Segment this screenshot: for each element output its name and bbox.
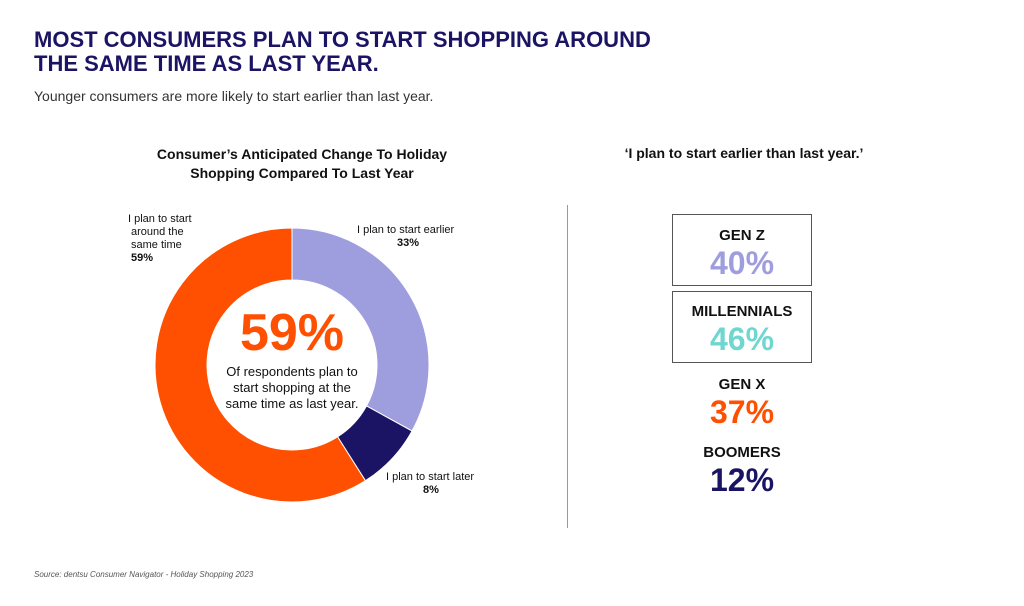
- chart-title-line-2: Shopping Compared To Last Year: [190, 165, 414, 181]
- slice-label-same-line-3: same time: [131, 239, 182, 251]
- generation-gen-x: GEN X 37%: [672, 376, 812, 430]
- slice-label-same: I plan to start around the same time 59%: [128, 213, 192, 265]
- generation-name: BOOMERS: [703, 444, 781, 461]
- generation-name: GEN Z: [719, 227, 765, 244]
- generation-value: 46%: [709, 321, 775, 357]
- donut-slice-0: [291, 227, 430, 432]
- subheadline: Younger consumers are more likely to sta…: [34, 88, 434, 104]
- generation-value: 12%: [709, 462, 775, 498]
- slice-label-earlier-value: 33%: [397, 237, 420, 249]
- generation-millennials: MILLENNIALS 46%: [672, 291, 812, 363]
- generation-boomers: BOOMERS 12%: [672, 444, 812, 498]
- slice-label-earlier-text: I plan to start earlier: [357, 224, 455, 236]
- headline: MOST CONSUMERS PLAN TO START SHOPPING AR…: [34, 28, 734, 76]
- slice-label-later-value: 8%: [423, 484, 439, 496]
- generation-name: GEN X: [718, 376, 766, 393]
- generation-value: 40%: [709, 245, 775, 281]
- donut-chart: [154, 227, 430, 503]
- generations-title: ‘I plan to start earlier than last year.…: [624, 145, 864, 161]
- slice-label-later: I plan to start later 8%: [386, 471, 474, 497]
- slice-label-same-line-2: around the: [131, 226, 184, 238]
- headline-line-2: THE SAME TIME AS LAST YEAR.: [34, 51, 379, 76]
- donut-center-value: 59%: [239, 304, 345, 362]
- divider: [567, 205, 568, 528]
- slice-label-same-value: 59%: [131, 252, 154, 264]
- generation-value: 37%: [709, 394, 775, 430]
- generation-gen-z: GEN Z 40%: [672, 214, 812, 286]
- source-note: Source: dentsu Consumer Navigator - Holi…: [34, 570, 254, 579]
- donut-slice-2: [154, 227, 367, 503]
- headline-line-1: MOST CONSUMERS PLAN TO START SHOPPING AR…: [34, 27, 651, 52]
- slice-label-same-line-1: I plan to start: [128, 213, 192, 225]
- chart-title: Consumer’s Anticipated Change To Holiday…: [132, 145, 472, 183]
- generation-name: MILLENNIALS: [691, 303, 793, 320]
- donut-center-text: Of respondents plan to start shopping at…: [225, 364, 359, 411]
- chart-title-line-1: Consumer’s Anticipated Change To Holiday: [156, 146, 448, 162]
- slice-label-earlier: I plan to start earlier 33%: [357, 224, 454, 250]
- slice-label-later-text: I plan to start later: [386, 471, 475, 483]
